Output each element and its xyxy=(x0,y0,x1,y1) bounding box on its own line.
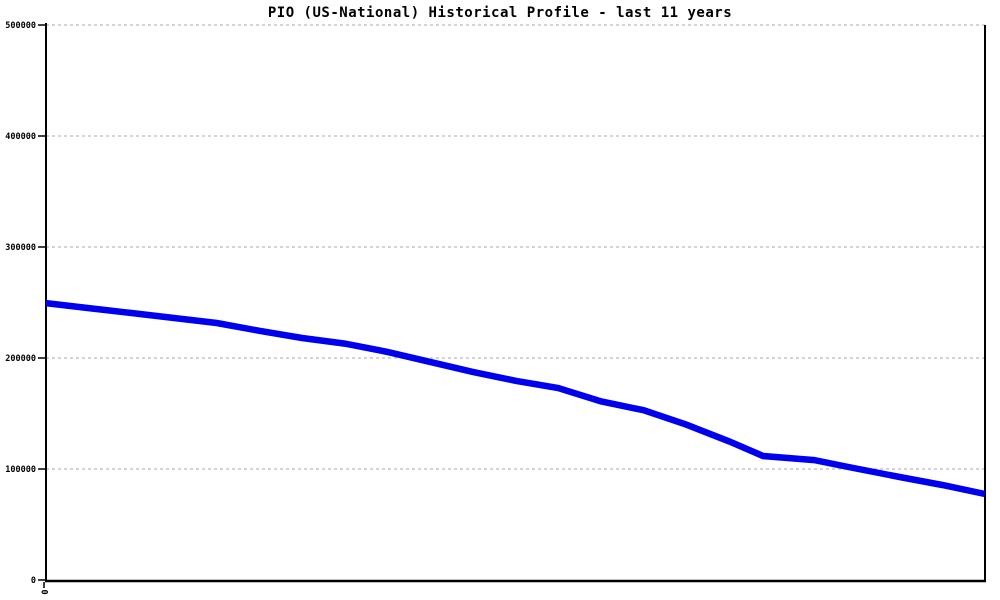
x-tick-label: 0 xyxy=(39,589,49,594)
data-line-pio-us-national- xyxy=(45,299,986,498)
y-tick-label: 400000 xyxy=(5,132,36,142)
y-tick-label: 0 xyxy=(31,576,36,586)
y-tick-label: 500000 xyxy=(5,21,36,31)
chart-title: PIO (US-National) Historical Profile - l… xyxy=(267,5,733,21)
y-tick-label: 300000 xyxy=(5,243,36,253)
y-tick-label: 100000 xyxy=(5,465,36,475)
y-tick-label: 200000 xyxy=(5,354,36,364)
